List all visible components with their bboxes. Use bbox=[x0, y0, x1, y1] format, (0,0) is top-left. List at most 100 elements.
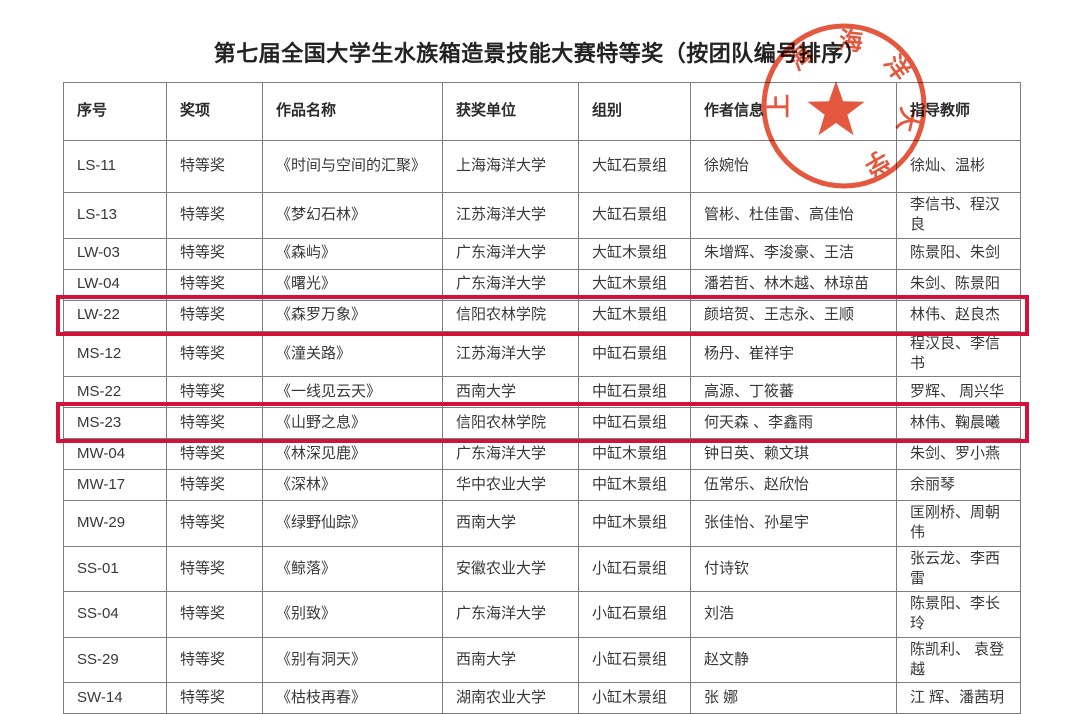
cell-advisors: 徐灿、温彬 bbox=[896, 140, 1021, 193]
cell-authors: 付诗钦 bbox=[690, 545, 897, 592]
cell-group: 中缸石景组 bbox=[578, 407, 691, 439]
seal-char: 海 bbox=[782, 39, 819, 76]
cell-group: 中缸木景组 bbox=[578, 438, 691, 470]
table-row: MW-04 特等奖 《林深见鹿》 广东海洋大学 中缸木景组 钟日英、赖文琪 朱剑… bbox=[63, 438, 1021, 470]
table-row: LW-22 特等奖 《森罗万象》 信阳农林学院 大缸木景组 颜培贺、王志永、王顺… bbox=[63, 299, 1021, 332]
cell-award: 特等奖 bbox=[166, 299, 263, 332]
table-row: MW-29 特等奖 《绿野仙踪》 西南大学 中缸木景组 张佳怡、孙星宇 匡刚桥、… bbox=[63, 500, 1021, 547]
cell-group: 大缸木景组 bbox=[578, 299, 691, 332]
cell-work-title: 《绿野仙踪》 bbox=[262, 500, 443, 547]
cell-work-title: 《一线见云天》 bbox=[262, 376, 443, 408]
cell-authors: 伍常乐、赵欣怡 bbox=[690, 469, 897, 501]
cell-advisors: 江 辉、潘茜玥 bbox=[896, 682, 1021, 714]
cell-award: 特等奖 bbox=[166, 330, 263, 377]
cell-work-title: 《潼关路》 bbox=[262, 330, 443, 377]
cell-advisors: 余丽琴 bbox=[896, 469, 1021, 501]
cell-work-title: 《森罗万象》 bbox=[262, 299, 443, 332]
cell-advisors: 林伟、鞠晨曦 bbox=[896, 407, 1021, 439]
table-row: SS-01 特等奖 《鲸落》 安徽农业大学 小缸石景组 付诗钦 张云龙、李西雷 bbox=[63, 545, 1021, 592]
cell-unit: 华中农业大学 bbox=[442, 469, 579, 501]
cell-award: 特等奖 bbox=[166, 469, 263, 501]
cell-unit: 西南大学 bbox=[442, 376, 579, 408]
cell-advisors: 罗辉、 周兴华 bbox=[896, 376, 1021, 408]
cell-group: 小缸石景组 bbox=[578, 591, 691, 638]
seal-char: 上 bbox=[766, 94, 793, 118]
cell-award: 特等奖 bbox=[166, 140, 263, 193]
col-header-unit: 获奖单位 bbox=[442, 82, 579, 141]
cell-work-title: 《时间与空间的汇聚》 bbox=[262, 140, 443, 193]
cell-authors: 朱增辉、李浚豪、王洁 bbox=[690, 237, 897, 270]
cell-award: 特等奖 bbox=[166, 438, 263, 470]
cell-authors: 高源、丁筱蕃 bbox=[690, 376, 897, 408]
table-row: SW-14 特等奖 《枯枝再春》 湖南农业大学 小缸木景组 张 娜 江 辉、潘茜… bbox=[63, 682, 1021, 714]
cell-work-title: 《深林》 bbox=[262, 469, 443, 501]
cell-advisors: 李信书、程汉良 bbox=[896, 192, 1021, 239]
col-header-id: 序号 bbox=[63, 82, 167, 141]
cell-work-title: 《别有洞天》 bbox=[262, 636, 443, 683]
cell-work-title: 《森屿》 bbox=[262, 237, 443, 270]
table-row: LW-04 特等奖 《曙光》 广东海洋大学 大缸木景组 潘若哲、林木越、林琼苗 … bbox=[63, 268, 1021, 301]
cell-authors: 潘若哲、林木越、林琼苗 bbox=[690, 268, 897, 301]
cell-unit: 信阳农林学院 bbox=[442, 407, 579, 439]
cell-team-id: SS-04 bbox=[63, 591, 167, 638]
cell-unit: 江苏海洋大学 bbox=[442, 330, 579, 377]
cell-team-id: SS-29 bbox=[63, 636, 167, 683]
cell-advisors: 陈凯利、 袁登越 bbox=[896, 636, 1021, 683]
cell-team-id: MW-04 bbox=[63, 438, 167, 470]
cell-group: 大缸木景组 bbox=[578, 237, 691, 270]
cell-unit: 湖南农业大学 bbox=[442, 682, 579, 714]
seal-char: 洋 bbox=[878, 50, 915, 86]
table-row: LS-13 特等奖 《梦幻石林》 江苏海洋大学 大缸石景组 管彬、杜佳雷、高佳怡… bbox=[63, 192, 1021, 239]
cell-authors: 何天森 、李鑫雨 bbox=[690, 407, 897, 439]
cell-team-id: MS-12 bbox=[63, 330, 167, 377]
table-row: MS-22 特等奖 《一线见云天》 西南大学 中缸石景组 高源、丁筱蕃 罗辉、 … bbox=[63, 376, 1021, 408]
cell-work-title: 《林深见鹿》 bbox=[262, 438, 443, 470]
cell-advisors: 匡刚桥、周朝伟 bbox=[896, 500, 1021, 547]
cell-team-id: LW-04 bbox=[63, 268, 167, 301]
cell-team-id: MS-23 bbox=[63, 407, 167, 439]
table-row: SS-29 特等奖 《别有洞天》 西南大学 小缸石景组 赵文静 陈凯利、 袁登越 bbox=[63, 636, 1021, 683]
cell-unit: 广东海洋大学 bbox=[442, 237, 579, 270]
table-row: LW-03 特等奖 《森屿》 广东海洋大学 大缸木景组 朱增辉、李浚豪、王洁 陈… bbox=[63, 237, 1021, 270]
cell-unit: 安徽农业大学 bbox=[442, 545, 579, 592]
awards-table: 序号 奖项 作品名称 获奖单位 组别 作者信息 指导教师 LS-11 特等奖 《… bbox=[63, 82, 1021, 714]
cell-advisors: 张云龙、李西雷 bbox=[896, 545, 1021, 592]
cell-work-title: 《曙光》 bbox=[262, 268, 443, 301]
table-row: MW-17 特等奖 《深林》 华中农业大学 中缸木景组 伍常乐、赵欣怡 余丽琴 bbox=[63, 469, 1021, 501]
cell-authors: 刘浩 bbox=[690, 591, 897, 638]
col-header-work: 作品名称 bbox=[262, 82, 443, 141]
cell-award: 特等奖 bbox=[166, 268, 263, 301]
seal-char: 大 bbox=[891, 105, 922, 134]
cell-group: 小缸石景组 bbox=[578, 636, 691, 683]
seal-circle bbox=[761, 23, 927, 189]
cell-authors: 钟日英、赖文琪 bbox=[690, 438, 897, 470]
cell-award: 特等奖 bbox=[166, 500, 263, 547]
star-icon bbox=[807, 81, 865, 136]
table-row: MS-12 特等奖 《潼关路》 江苏海洋大学 中缸石景组 杨丹、崔祥宇 程汉良、… bbox=[63, 330, 1021, 377]
cell-award: 特等奖 bbox=[166, 591, 263, 638]
cell-award: 特等奖 bbox=[166, 407, 263, 439]
cell-group: 大缸石景组 bbox=[578, 192, 691, 239]
page-title: 第七届全国大学生水族箱造景技能大赛特等奖（按团队编号排序） bbox=[213, 41, 867, 66]
header-row: 序号 奖项 作品名称 获奖单位 组别 作者信息 指导教师 bbox=[63, 82, 1021, 141]
table-row: MS-23 特等奖 《山野之息》 信阳农林学院 中缸石景组 何天森 、李鑫雨 林… bbox=[63, 407, 1021, 439]
cell-advisors: 陈景阳、朱剑 bbox=[896, 237, 1021, 270]
cell-advisors: 朱剑、陈景阳 bbox=[896, 268, 1021, 301]
cell-work-title: 《别致》 bbox=[262, 591, 443, 638]
col-header-group: 组别 bbox=[578, 82, 691, 141]
awards-table-wrap: 序号 奖项 作品名称 获奖单位 组别 作者信息 指导教师 LS-11 特等奖 《… bbox=[56, 82, 1029, 714]
cell-unit: 广东海洋大学 bbox=[442, 591, 579, 638]
cell-award: 特等奖 bbox=[166, 237, 263, 270]
cell-team-id: LW-22 bbox=[63, 299, 167, 332]
cell-authors: 张佳怡、孙星宇 bbox=[690, 500, 897, 547]
cell-team-id: MW-29 bbox=[63, 500, 167, 547]
university-seal-stamp: 上 海 海 洋 大 学 bbox=[761, 23, 927, 189]
cell-unit: 广东海洋大学 bbox=[442, 268, 579, 301]
cell-advisors: 陈景阳、李长玲 bbox=[896, 591, 1021, 638]
cell-authors: 颜培贺、王志永、王顺 bbox=[690, 299, 897, 332]
cell-group: 中缸石景组 bbox=[578, 376, 691, 408]
cell-group: 中缸木景组 bbox=[578, 469, 691, 501]
cell-unit: 西南大学 bbox=[442, 500, 579, 547]
col-header-award: 奖项 bbox=[166, 82, 263, 141]
cell-group: 大缸木景组 bbox=[578, 268, 691, 301]
